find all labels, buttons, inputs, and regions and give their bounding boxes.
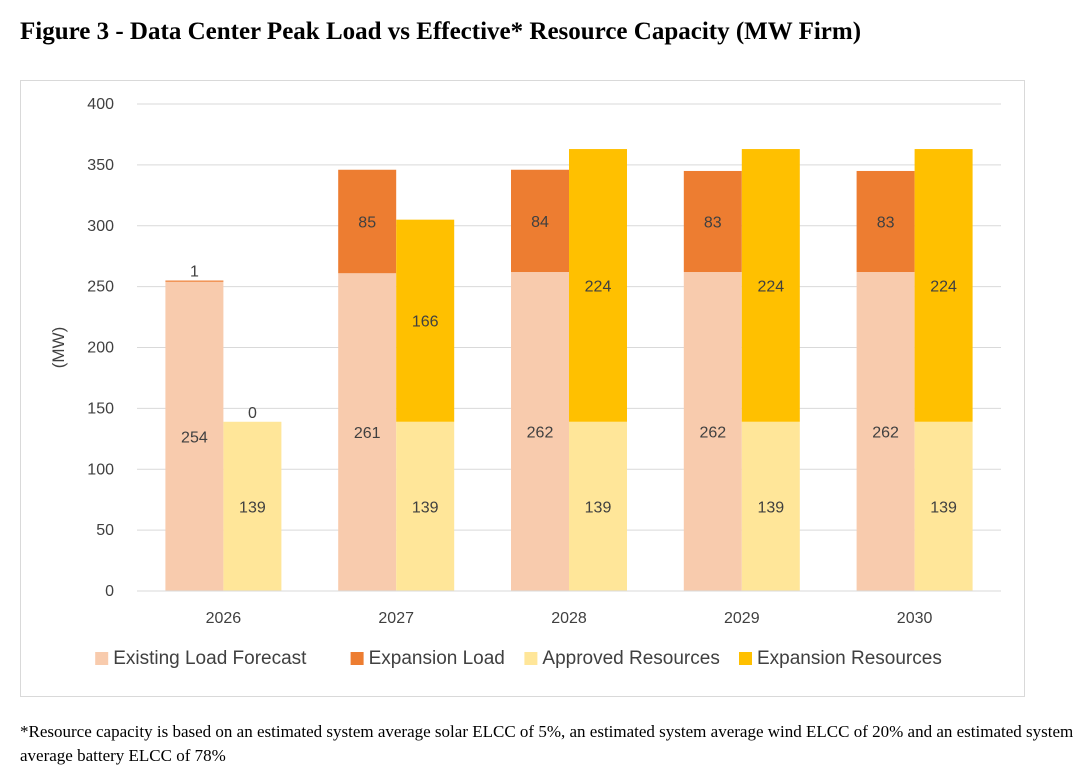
y-axis-title: (MW) [49, 327, 68, 369]
data-label: 224 [930, 278, 957, 295]
data-label: 224 [585, 278, 612, 295]
bar-segment [683, 272, 742, 591]
legend-label: Expansion Resources [757, 648, 942, 669]
data-label: 85 [358, 214, 376, 231]
data-label: 139 [757, 499, 784, 516]
bar-segment [741, 149, 800, 422]
bar-segment [396, 421, 455, 591]
bar-segment [856, 272, 915, 591]
bar-segment [338, 169, 397, 274]
bar-segment [569, 421, 627, 591]
data-label: 83 [877, 214, 895, 231]
legend-swatch [95, 652, 109, 665]
bar-segment [223, 421, 282, 591]
chart-frame: 0 50 100 150 200 250 300 350 400 (MW) 254 1 139 0 2026… [20, 80, 1025, 697]
bar-chart: 0 50 100 150 200 250 300 350 400 (MW) 254 1 139 0 2026… [49, 96, 1001, 669]
data-label: 224 [757, 278, 784, 295]
legend-swatch [739, 652, 752, 665]
legend-label: Expansion Load [369, 648, 505, 669]
bar-segment [569, 149, 627, 422]
data-label: 254 [181, 429, 208, 446]
data-label: 139 [412, 499, 439, 516]
y-tick-label: 200 [87, 340, 114, 357]
data-label: 139 [239, 499, 266, 516]
bar-segment [511, 272, 569, 591]
y-tick-label: 250 [87, 279, 114, 296]
data-label: 166 [412, 314, 439, 331]
data-label: 0 [248, 405, 257, 422]
bar-segment [165, 280, 224, 282]
x-tick-label: 2028 [551, 610, 587, 627]
legend-swatch [350, 652, 364, 665]
y-tick-label: 350 [87, 157, 114, 174]
y-tick-label: 50 [96, 522, 114, 539]
x-tick-label: 2026 [206, 610, 242, 627]
bar-segment [165, 281, 224, 591]
x-tick-label: 2030 [897, 610, 933, 627]
y-tick-label: 300 [87, 218, 114, 235]
y-tick-label: 0 [105, 583, 114, 600]
legend-swatch [524, 652, 538, 665]
bar-segment [914, 421, 973, 591]
data-label: 139 [930, 499, 957, 516]
data-label: 262 [527, 425, 554, 442]
data-label: 83 [704, 214, 722, 231]
data-label: 139 [585, 499, 612, 516]
y-tick-label: 150 [87, 400, 114, 417]
y-tick-label: 100 [87, 461, 114, 478]
legend-label: Existing Load Forecast [113, 648, 307, 669]
x-tick-label: 2029 [724, 610, 760, 627]
data-label: 262 [872, 425, 899, 442]
bar-segment [511, 169, 569, 273]
bar-segment [856, 170, 915, 273]
bar-segment [741, 421, 800, 591]
figure-title: Figure 3 - Data Center Peak Load vs Effe… [20, 18, 862, 45]
legend-label: Approved Resources [542, 648, 719, 669]
data-label: 261 [354, 425, 381, 442]
bar-segment [338, 273, 397, 591]
bar-segment [914, 149, 973, 422]
x-tick-label: 2027 [378, 610, 414, 627]
bar-segment [396, 219, 455, 422]
bar-segment [683, 170, 742, 273]
data-label: 1 [190, 264, 199, 281]
y-tick-label: 400 [87, 96, 114, 113]
data-label: 262 [699, 425, 726, 442]
footnote: *Resource capacity is based on an estima… [20, 722, 1074, 765]
data-label: 84 [531, 214, 549, 231]
